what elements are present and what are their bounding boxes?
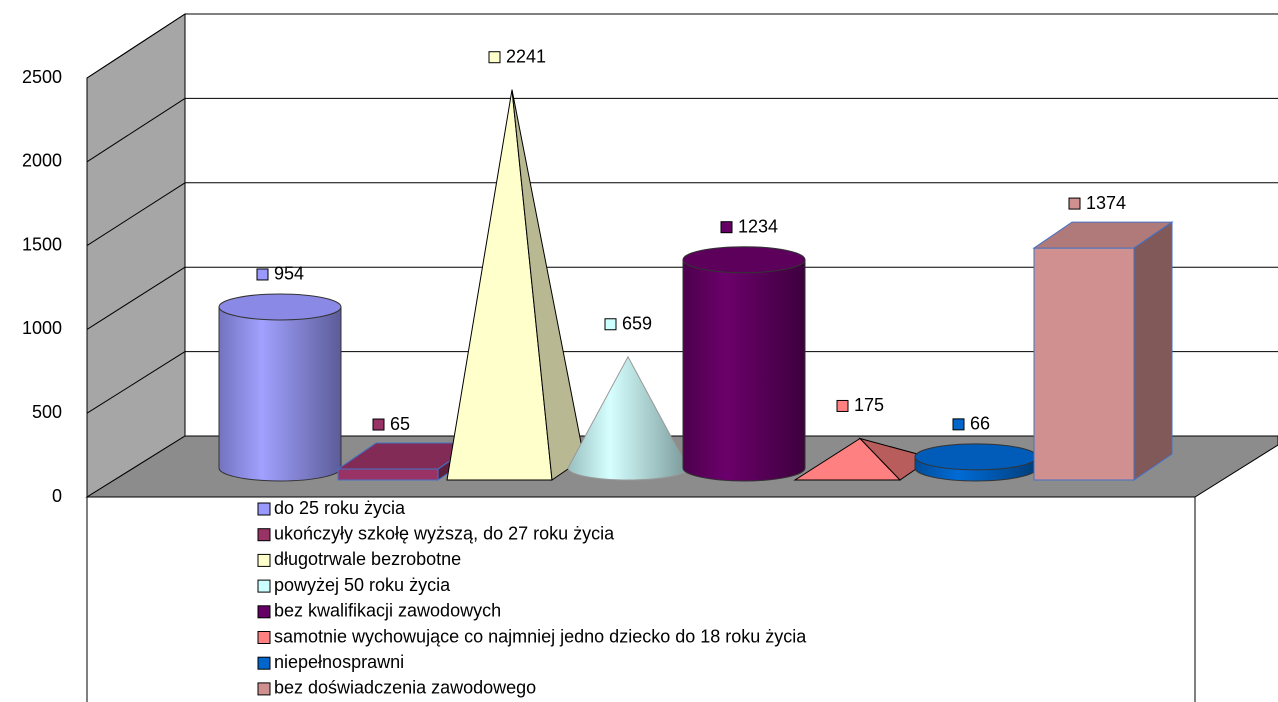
value-label: 66: [970, 414, 990, 434]
y-tick-label: 1500: [22, 234, 62, 254]
y-tick-label: 500: [32, 402, 62, 422]
grid-line: [86, 182, 186, 247]
value-label: 175: [854, 395, 884, 415]
legend-box: [86, 496, 1196, 702]
y-tick-label: 2000: [22, 151, 62, 171]
value-label-key: [1068, 197, 1081, 210]
cylinder-body: [682, 259, 806, 482]
cylinder-top: [218, 293, 342, 321]
legend-label: powyżej 50 roku życia: [274, 575, 451, 595]
value-label: 659: [622, 314, 652, 334]
legend-label: do 25 roku życia: [274, 498, 406, 518]
cone: [567, 355, 689, 481]
value-label: 1374: [1086, 193, 1126, 213]
value-label-key: [604, 318, 617, 331]
box-front: [1033, 247, 1135, 481]
grid-line: [86, 13, 186, 79]
legend-key: [257, 528, 271, 542]
value-label-key: [256, 268, 269, 281]
value-label-key: [488, 51, 501, 64]
legend-key: [257, 631, 271, 644]
cylinder-top: [914, 443, 1038, 471]
left-wall: [86, 13, 186, 498]
cylinder-body: [218, 306, 342, 482]
legend-key: [257, 553, 271, 567]
legend-key: [257, 605, 271, 619]
y-tick-label: 2500: [22, 67, 62, 87]
value-label-key: [720, 221, 733, 234]
legend-key: [257, 682, 271, 696]
legend-key: [257, 502, 271, 516]
value-label: 2241: [506, 46, 546, 66]
grid-line: [86, 97, 186, 163]
value-label-key: [952, 418, 965, 431]
legend-label: bez doświadczenia zawodowego: [274, 678, 536, 698]
legend-label: niepełnosprawni: [274, 652, 404, 672]
value-label: 65: [390, 414, 410, 434]
value-label-key: [836, 399, 849, 412]
value-label-key: [372, 418, 385, 431]
legend-label: ukończyły szkołę wyższą, do 27 roku życi…: [274, 523, 615, 543]
box-side: [1133, 221, 1173, 481]
value-label: 954: [274, 264, 304, 284]
legend-label: samotnie wychowujące co najmniej jedno d…: [274, 626, 807, 646]
grid-line: [86, 266, 186, 330]
y-tick-label: 1000: [22, 318, 62, 338]
legend-key: [257, 656, 271, 670]
legend-label: długotrwale bezrobotne: [274, 549, 461, 569]
legend-label: bez kwalifikacji zawodowych: [274, 601, 501, 621]
grid-line: [86, 351, 186, 414]
y-tick-label: 0: [52, 486, 62, 506]
cylinder-top: [682, 246, 806, 274]
box-front: [337, 468, 439, 481]
legend-key: [257, 579, 271, 593]
value-label: 1234: [738, 216, 778, 236]
